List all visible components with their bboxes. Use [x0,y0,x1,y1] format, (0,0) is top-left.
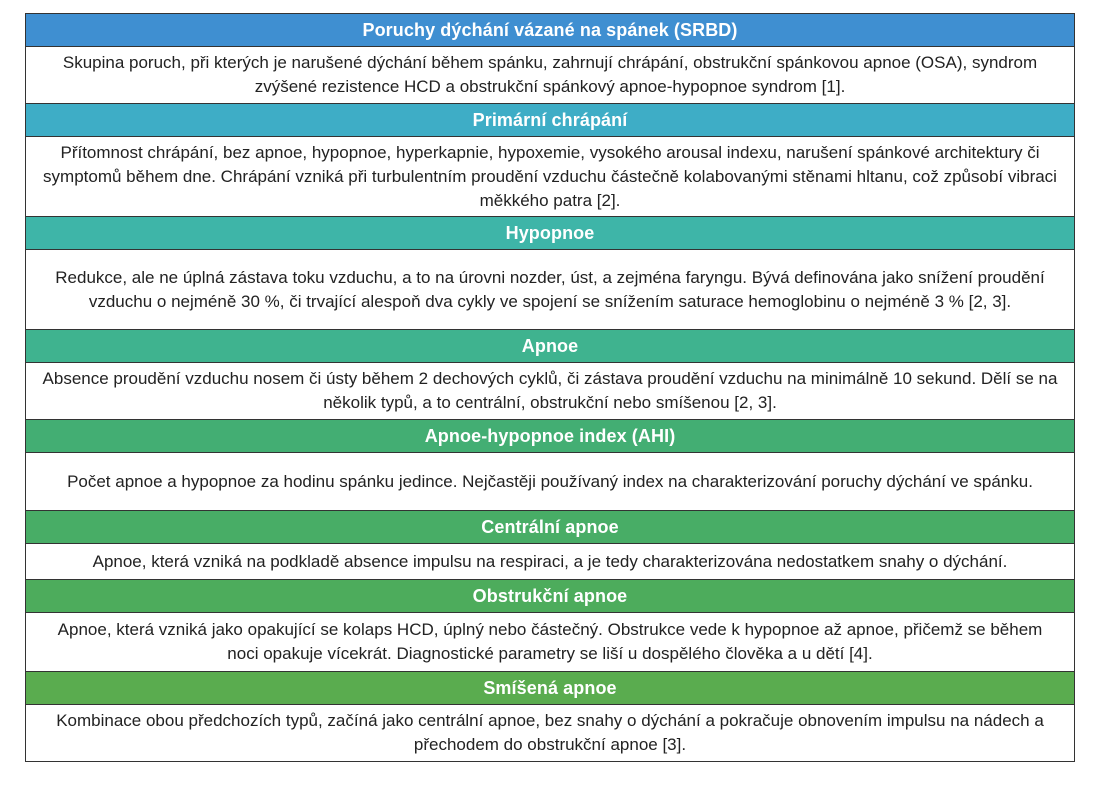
section-text-primary-snoring: Přítomnost chrápání, bez apnoe, hypopnoe… [26,136,1074,216]
section-heading-hypopnea: Hypopnoe [26,216,1074,249]
section-text-srbd: Skupina poruch, při kterých je narušené … [26,46,1074,103]
section-heading-primary-snoring: Primární chrápání [26,103,1074,136]
section-heading-mixed-apnea: Smíšená apnoe [26,671,1074,704]
section-text-apnea: Absence proudění vzduchu nosem či ústy b… [26,362,1074,419]
section-text-obstructive-apnea: Apnoe, která vzniká jako opakující se ko… [26,612,1074,671]
section-text-ahi: Počet apnoe a hypopnoe za hodinu spánku … [26,452,1074,510]
section-text-mixed-apnea: Kombinace obou předchozích typů, začíná … [26,704,1074,761]
section-heading-srbd: Poruchy dýchání vázané na spánek (SRBD) [26,13,1074,46]
section-heading-ahi: Apnoe-hypopnoe index (AHI) [26,419,1074,452]
section-text-hypopnea: Redukce, ale ne úplná zástava toku vzduc… [26,249,1074,329]
section-heading-obstructive-apnea: Obstrukční apnoe [26,579,1074,612]
section-heading-apnea: Apnoe [26,329,1074,362]
section-heading-central-apnea: Centrální apnoe [26,510,1074,543]
section-text-central-apnea: Apnoe, která vzniká na podkladě absence … [26,543,1074,579]
definitions-table: Poruchy dýchání vázané na spánek (SRBD) … [25,13,1075,762]
